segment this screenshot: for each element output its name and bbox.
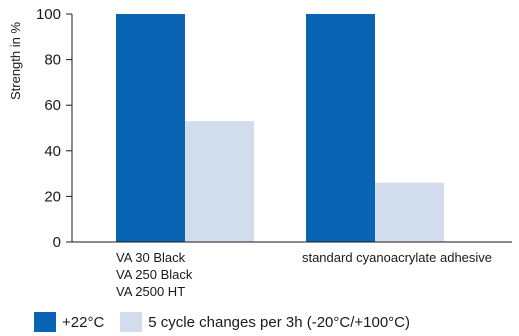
y-tick-label-20: 20: [44, 188, 61, 205]
y-tick-label-60: 60: [44, 97, 61, 114]
bar-22c-group-1: [116, 14, 185, 242]
y-tick-label-100: 100: [36, 6, 61, 23]
legend-item-22c: +22°C: [34, 312, 104, 332]
category-labels: VA 30 Black VA 250 Black VA 2500 HT standar…: [116, 250, 492, 299]
legend-swatch-cycle: [120, 312, 143, 332]
legend-item-cycle: 5 cycle changes per 3h (-20°C/+100°C): [120, 312, 410, 332]
y-axis-ticks: 0 20 40 60 80 100: [36, 6, 72, 251]
legend-swatch-22c: [34, 312, 56, 332]
y-tick-label-40: 40: [44, 143, 61, 160]
legend: +22°C 5 cycle changes per 3h (-20°C/+100…: [34, 311, 426, 333]
category-label-1-line-2: VA 250 Black: [116, 267, 193, 282]
category-label-1-line-3: VA 2500 HT: [116, 284, 185, 299]
bar-cycle-group-2: [375, 182, 444, 242]
legend-label-22c: +22°C: [62, 313, 105, 331]
axes: [71, 14, 512, 243]
bar-cycle-group-1: [185, 121, 254, 242]
y-axis-label: Strength in %: [8, 22, 23, 100]
legend-label-cycle: 5 cycle changes per 3h (-20°C/+100°C): [148, 313, 410, 331]
y-tick-label-0: 0: [53, 234, 61, 251]
bars: [116, 14, 444, 242]
y-tick-label-80: 80: [44, 52, 61, 69]
category-label-1-line-1: VA 30 Black: [116, 250, 186, 265]
bar-22c-group-2: [306, 14, 375, 242]
category-label-2-line-1: standard cyanoacrylate adhesive: [302, 250, 492, 265]
